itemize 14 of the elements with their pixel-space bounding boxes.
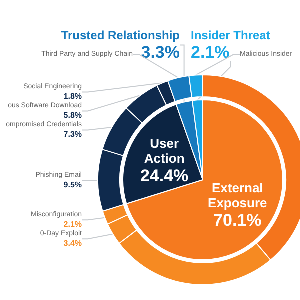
data-label: 3.4% xyxy=(64,239,82,248)
data-label: 24.4% xyxy=(140,166,189,186)
slice-label: Trusted Relationship xyxy=(61,28,180,42)
data-label: 70.1% xyxy=(214,210,262,230)
data-label: 3.3% xyxy=(141,43,180,62)
slice-label: External Exposure xyxy=(208,180,268,210)
data-label: 1.8% xyxy=(64,92,82,102)
data-label: 2.1% xyxy=(191,43,230,62)
slice-label: Insider Threat xyxy=(191,28,270,42)
slice-label: User Action xyxy=(144,136,185,166)
data-label: 5.8% xyxy=(64,111,82,120)
data-label: 2.1% xyxy=(64,220,82,230)
data-label: 7.3% xyxy=(64,130,82,140)
data-label: 9.5% xyxy=(64,180,82,190)
